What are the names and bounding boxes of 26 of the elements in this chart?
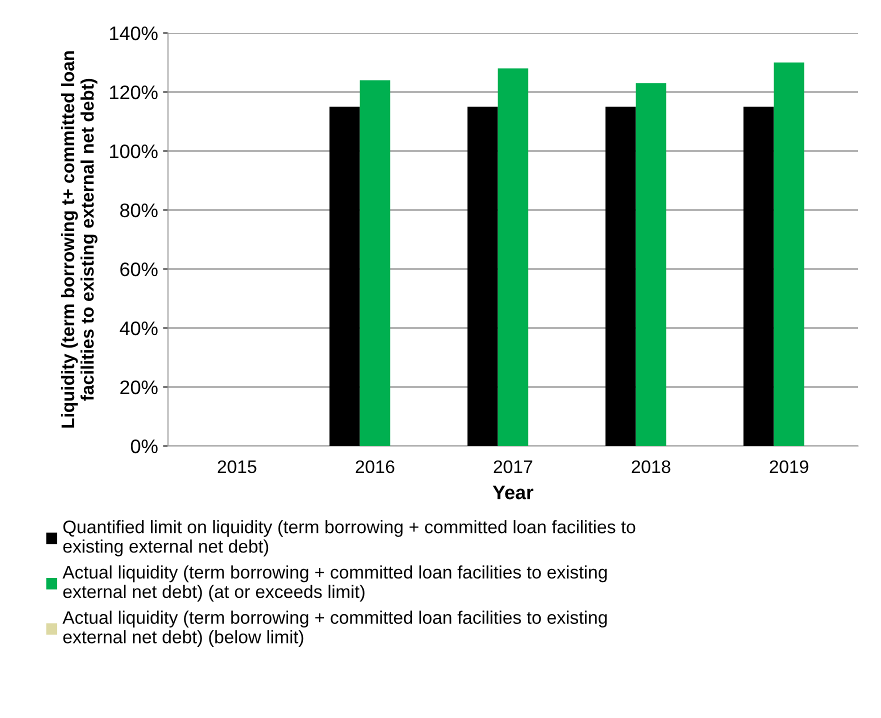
x-tick-label: 2016: [356, 460, 394, 474]
x-tick-label: 2018: [632, 460, 670, 474]
bar: [774, 62, 804, 446]
y-axis-title: Liquidity (term borrowing t+ committed loan facilities to existing external net debt): [61, 51, 98, 428]
y-tick-label: 140%: [110, 26, 158, 40]
x-tick-label: 2017: [494, 460, 532, 474]
y-tick-label: 20%: [120, 380, 158, 394]
bar: [329, 106, 360, 446]
x-axis-title: Year: [492, 486, 534, 500]
x-tick-label: 2019: [770, 460, 808, 474]
y-tick-label: 0%: [130, 439, 158, 454]
y-tick-label: 60%: [120, 262, 158, 276]
y-tick-label: 100%: [110, 144, 158, 158]
bar: [467, 106, 498, 446]
y-tick-label: 40%: [120, 321, 158, 336]
bar: [498, 68, 528, 446]
y-tick-label: 80%: [120, 203, 158, 218]
bar: [636, 83, 666, 446]
legend-label: Actual liquidity (term borrowing + committed loan facilities to existing external net debt) (below limit): [62, 610, 607, 647]
legend-label: Quantified limit on liquidity (term borrowing + committed loan facilities to existing external net debt): [63, 520, 636, 556]
bar: [743, 106, 774, 446]
bar: [605, 106, 636, 446]
legend-label: Actual liquidity (term borrowing + committed loan facilities to existing external net debt) (at or exceeds limit): [62, 565, 607, 602]
x-tick-label: 2015: [218, 460, 256, 474]
bar: [360, 80, 390, 446]
y-tick-label: 120%: [110, 85, 158, 100]
